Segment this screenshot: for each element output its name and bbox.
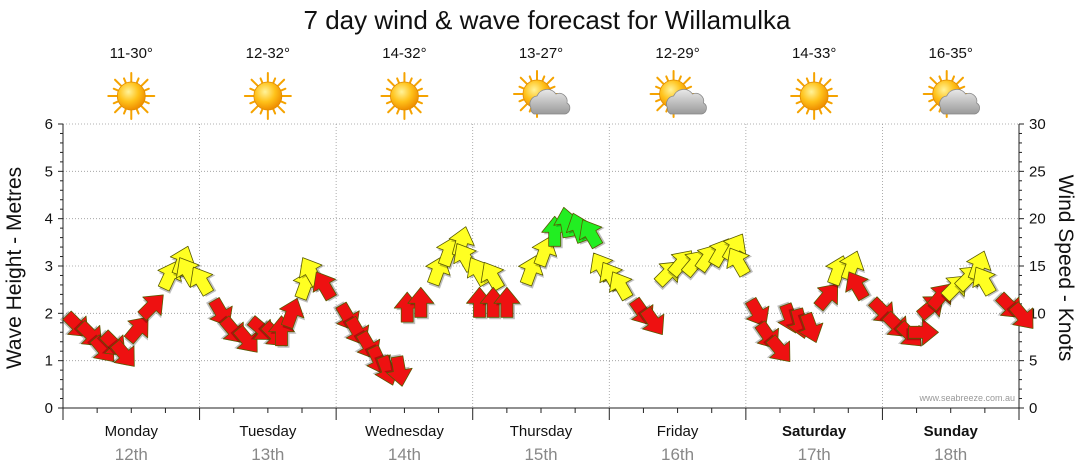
partly-cloudy-icon (513, 70, 571, 118)
day-date-label: 18th (934, 445, 967, 464)
y-tick-label-right: 5 (1029, 353, 1037, 370)
day-date-label: 13th (251, 445, 284, 464)
temperature-range-label: 12-29° (655, 45, 699, 62)
wind-arrow (845, 271, 872, 302)
y-tick-label-left: 6 (45, 116, 53, 133)
x-axis-labels: Monday 12th Tuesday 13th Wednesday 14th Thursd… (105, 423, 979, 464)
day-name-label: Thursday (510, 423, 573, 440)
wind-arrow (480, 261, 508, 293)
wind-arrow (726, 247, 754, 278)
wind-arrow (107, 339, 135, 367)
y-tick-label-left: 4 (45, 211, 53, 228)
wind-arrow (312, 271, 340, 302)
wind-arrow (813, 283, 839, 314)
wind-arrow (123, 316, 149, 347)
day-name-label: Tuesday (239, 423, 296, 440)
wind-arrow (763, 334, 791, 363)
wind-arrow (384, 354, 413, 387)
wind-arrow (578, 219, 606, 250)
chart-title: 7 day wind & wave forecast for Willamulk… (304, 5, 792, 35)
y-tick-label-right: 25 (1029, 163, 1046, 180)
partly-cloudy-icon (649, 70, 707, 118)
y-tick-label-left: 1 (45, 353, 53, 370)
wind-arrow (137, 294, 164, 324)
y-tick-label-right: 20 (1029, 211, 1046, 228)
wind-arrow (795, 311, 824, 343)
day-date-label: 15th (524, 445, 557, 464)
y-tick-label-left: 5 (45, 163, 53, 180)
temperature-range-label: 16-35° (929, 45, 973, 62)
wind-arrow (493, 286, 522, 320)
day-date-label: 12th (115, 445, 148, 464)
day-date-label: 16th (661, 445, 694, 464)
day-name-label: Wednesday (365, 423, 444, 440)
wind-arrow (972, 266, 999, 297)
y-tick-label-right: 15 (1029, 258, 1046, 275)
wind-arrow (189, 266, 217, 297)
temperature-range-label: 14-33° (792, 45, 836, 62)
wind-arrow (637, 306, 665, 335)
wind-arrow (839, 250, 866, 284)
temperature-range-label: 11-30° (110, 45, 153, 62)
wind-arrow (906, 318, 939, 348)
day-date-label: 14th (388, 445, 421, 464)
day-name-label: Saturday (782, 423, 847, 440)
wind-arrow (609, 271, 636, 302)
sunny-icon (107, 72, 156, 120)
wind-arrow (279, 297, 306, 332)
day-name-label: Monday (105, 423, 159, 440)
wind-arrow (268, 315, 297, 348)
y-tick-label-left: 3 (45, 258, 53, 275)
sunny-icon (790, 72, 839, 120)
weather-row: 11-30° 12-32° 14-32° 13-27° 12-29° 14-33° 16-3… (107, 45, 980, 120)
wind-arrow (742, 296, 770, 327)
sunny-icon (243, 72, 292, 120)
y-tick-label-right: 0 (1029, 400, 1037, 417)
sunny-icon (380, 72, 429, 120)
y-axis-label-left: Wave Height - Metres (3, 167, 26, 369)
y-axis-label-right: Wind Speed - Knots (1054, 175, 1077, 362)
y-tick-label-left: 0 (45, 400, 53, 417)
wind-arrow (407, 286, 436, 320)
day-date-label: 17th (798, 445, 831, 464)
temperature-range-label: 14-32° (382, 45, 426, 62)
day-name-label: Sunday (924, 423, 979, 440)
credit-label: www.seabreeze.com.au (918, 393, 1015, 403)
day-name-label: Friday (657, 423, 699, 440)
wind-arrows (59, 206, 1034, 387)
wind-arrow (1006, 301, 1034, 329)
y-tick-label-right: 30 (1029, 116, 1046, 133)
y-tick-label-left: 2 (45, 305, 53, 322)
temperature-range-label: 13-27° (519, 45, 563, 62)
partly-cloudy-icon (922, 70, 980, 118)
temperature-range-label: 12-32° (246, 45, 290, 62)
